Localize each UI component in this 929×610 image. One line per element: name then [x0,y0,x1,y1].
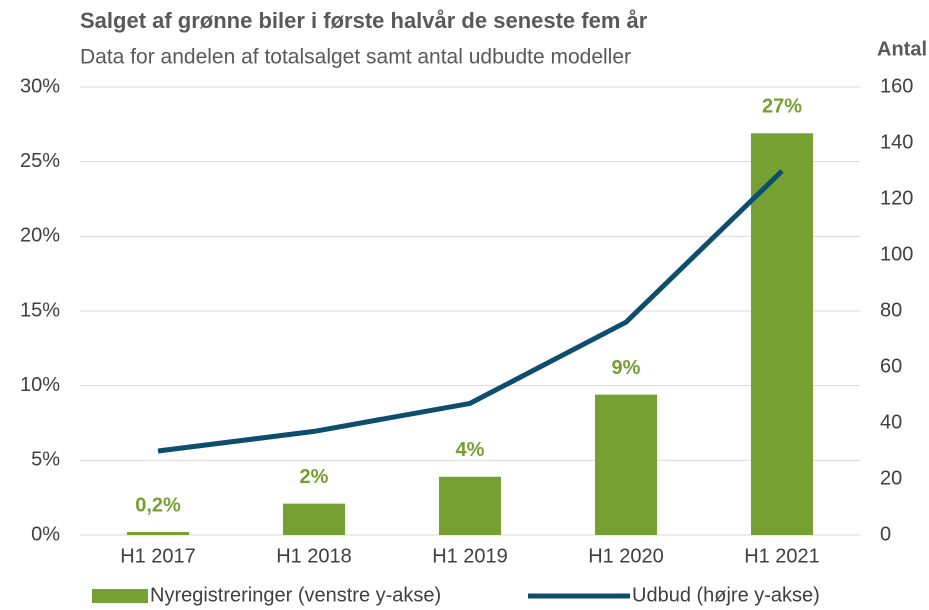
bar [751,133,813,535]
y2-tick-label: 100 [880,243,913,265]
data-label: 2% [300,466,329,488]
y2-tick-label: 80 [880,299,902,321]
chart-title: Salget af grønne biler i første halvår d… [80,8,648,33]
y-tick-label: 15% [20,299,60,321]
y2-tick-label: 120 [880,187,913,209]
y2-axis-label: Antal [877,38,927,60]
bar [127,532,189,535]
y-tick-label: 0% [31,523,60,545]
x-tick-label: H1 2020 [588,545,664,567]
y2-tick-label: 160 [880,75,913,97]
bar [439,476,501,535]
y-tick-label: 5% [31,449,60,471]
legend-label: Nyregistreringer (venstre y-akse) [150,584,441,606]
y-tick-label: 10% [20,374,60,396]
x-tick-label: H1 2021 [744,545,820,567]
data-label: 27% [762,96,802,118]
legend-label: Udbud (højre y-akse) [632,584,820,606]
y-tick-label: 25% [20,150,60,172]
y2-tick-label: 20 [880,467,902,489]
y-tick-label: 30% [20,75,60,97]
y2-tick-label: 40 [880,411,902,433]
x-tick-label: H1 2018 [276,545,352,567]
legend-swatch [92,589,148,603]
y2-tick-label: 60 [880,355,902,377]
y2-tick-label: 0 [880,523,891,545]
x-tick-label: H1 2017 [120,545,196,567]
data-label: 9% [612,357,641,379]
chart-subtitle: Data for andelen af totalsalget samt ant… [80,46,631,69]
line-series [157,169,784,454]
y2-tick-label: 140 [880,131,913,153]
x-tick-label: H1 2019 [432,545,508,567]
bar [595,394,657,535]
data-label: 0,2% [135,494,181,516]
data-label: 4% [456,439,485,461]
bar [283,503,345,535]
y-tick-label: 20% [20,225,60,247]
